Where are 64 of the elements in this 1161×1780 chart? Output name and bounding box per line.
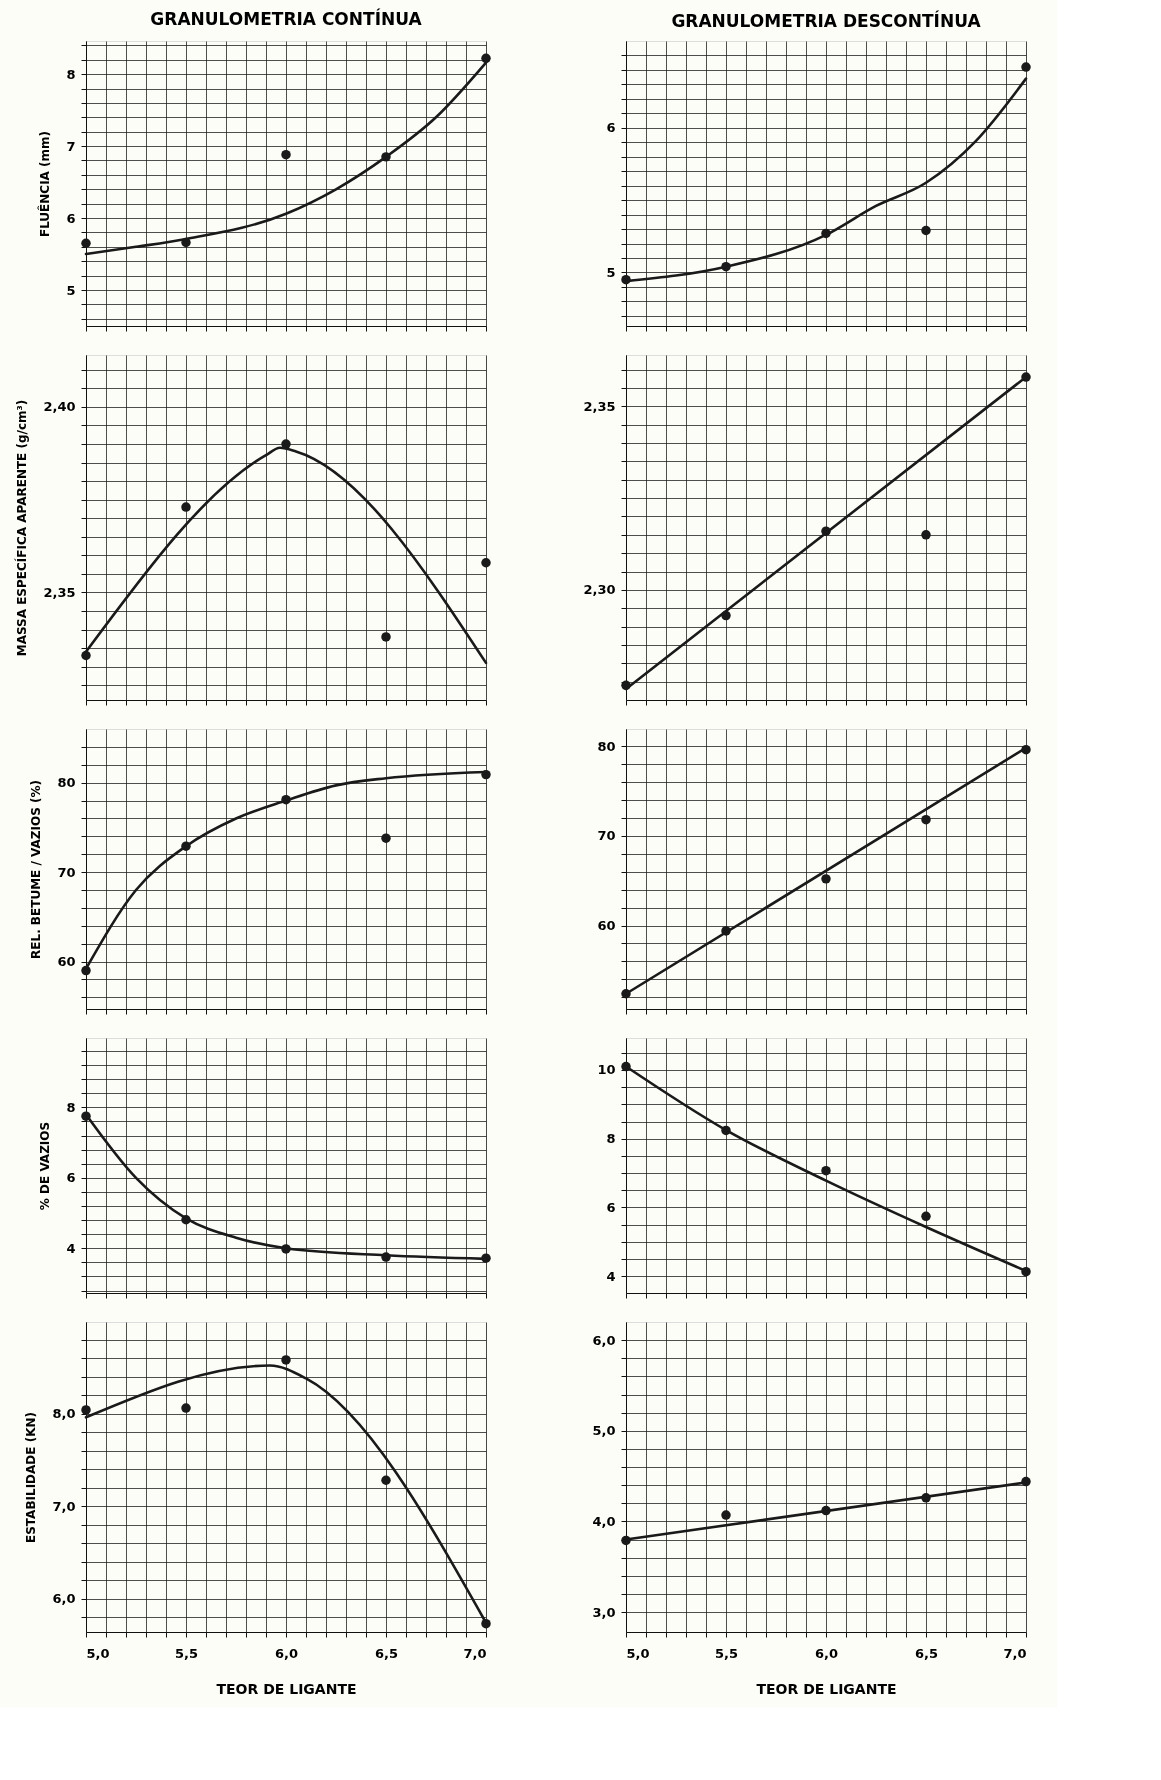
x-tick-label: 7,0 [1003,1645,1027,1661]
y-tick-label: 8,0 [52,1406,76,1422]
x-tick-label: 6,0 [814,1645,839,1661]
y-axis-title: FLUÊNCIA (mm) [37,130,53,238]
point [921,530,931,540]
y-tick-label: 6 [66,210,76,226]
point [281,149,291,160]
x-axis-title: TEOR DE LIGANTE [756,1680,897,1697]
y-tick-label: 5,0 [592,1423,616,1439]
point [921,1211,931,1222]
x-tick-label: 5,5 [714,1645,739,1661]
y-tick-label: 80 [57,775,76,791]
chart-title: GRANULOMETRIA DESCONTÍNUA [671,10,982,31]
y-tick-label: 6,0 [592,1332,616,1348]
y-tick-label: 10 [597,1062,616,1078]
y-axis-title: MASSA ESPECÍFICA APARENTE (g/cm³) [14,399,30,657]
y-tick-label: 6,0 [52,1591,76,1607]
y-tick-label: 8 [66,66,76,82]
y-tick-label: 2,35 [583,398,616,414]
point [1021,62,1031,72]
x-tick-label: 5,0 [626,1645,650,1661]
y-tick-label: 70 [57,864,76,880]
y-axis-title: ESTABILIDADE (KN) [24,1412,39,1543]
x-tick-label: 6,5 [374,1645,399,1661]
y-tick-label: 7,0 [52,1498,76,1514]
point [481,53,491,64]
chart-title: GRANULOMETRIA CONTÍNUA [150,8,423,30]
x-tick-label: 7,0 [463,1645,487,1661]
y-tick-label: 6 [606,120,616,136]
x-tick-label: 6,0 [274,1645,299,1661]
y-tick-label: 4 [66,1240,76,1256]
x-tick-label: 5,0 [86,1645,110,1661]
y-tick-label: 3,0 [592,1604,616,1620]
y-tick-label: 2,40 [43,399,76,415]
y-tick-label: 5 [606,264,616,280]
y-tick-label: 8 [66,1099,76,1115]
y-axis-title: REL. BETUME / VAZIOS (%) [29,780,44,959]
point [821,1165,831,1176]
point [481,558,491,568]
y-tick-label: 6 [606,1199,616,1215]
y-tick-label: 70 [597,828,616,844]
y-tick-label: 6 [66,1170,76,1186]
y-tick-label: 8 [606,1131,616,1147]
y-tick-label: 60 [597,918,616,934]
y-tick-label: 80 [597,738,616,754]
y-tick-label: 7 [66,138,76,154]
y-tick-label: 2,30 [583,582,616,598]
y-tick-label: 2,35 [43,584,76,600]
x-tick-label: 6,5 [914,1645,939,1661]
x-axis-title: TEOR DE LIGANTE [216,1680,357,1697]
point [81,650,91,661]
point [381,833,391,843]
y-tick-label: 60 [57,954,76,970]
point [181,502,191,512]
x-tick-label: 5,5 [174,1645,199,1661]
point [81,238,91,248]
y-axis-title: % DE VAZIOS [38,1121,53,1211]
y-tick-label: 4,0 [592,1513,616,1529]
y-tick-label: 5 [66,282,76,298]
point [821,874,831,884]
point [921,814,931,825]
point [921,225,931,236]
y-tick-label: 4 [606,1268,616,1284]
point [381,632,391,642]
